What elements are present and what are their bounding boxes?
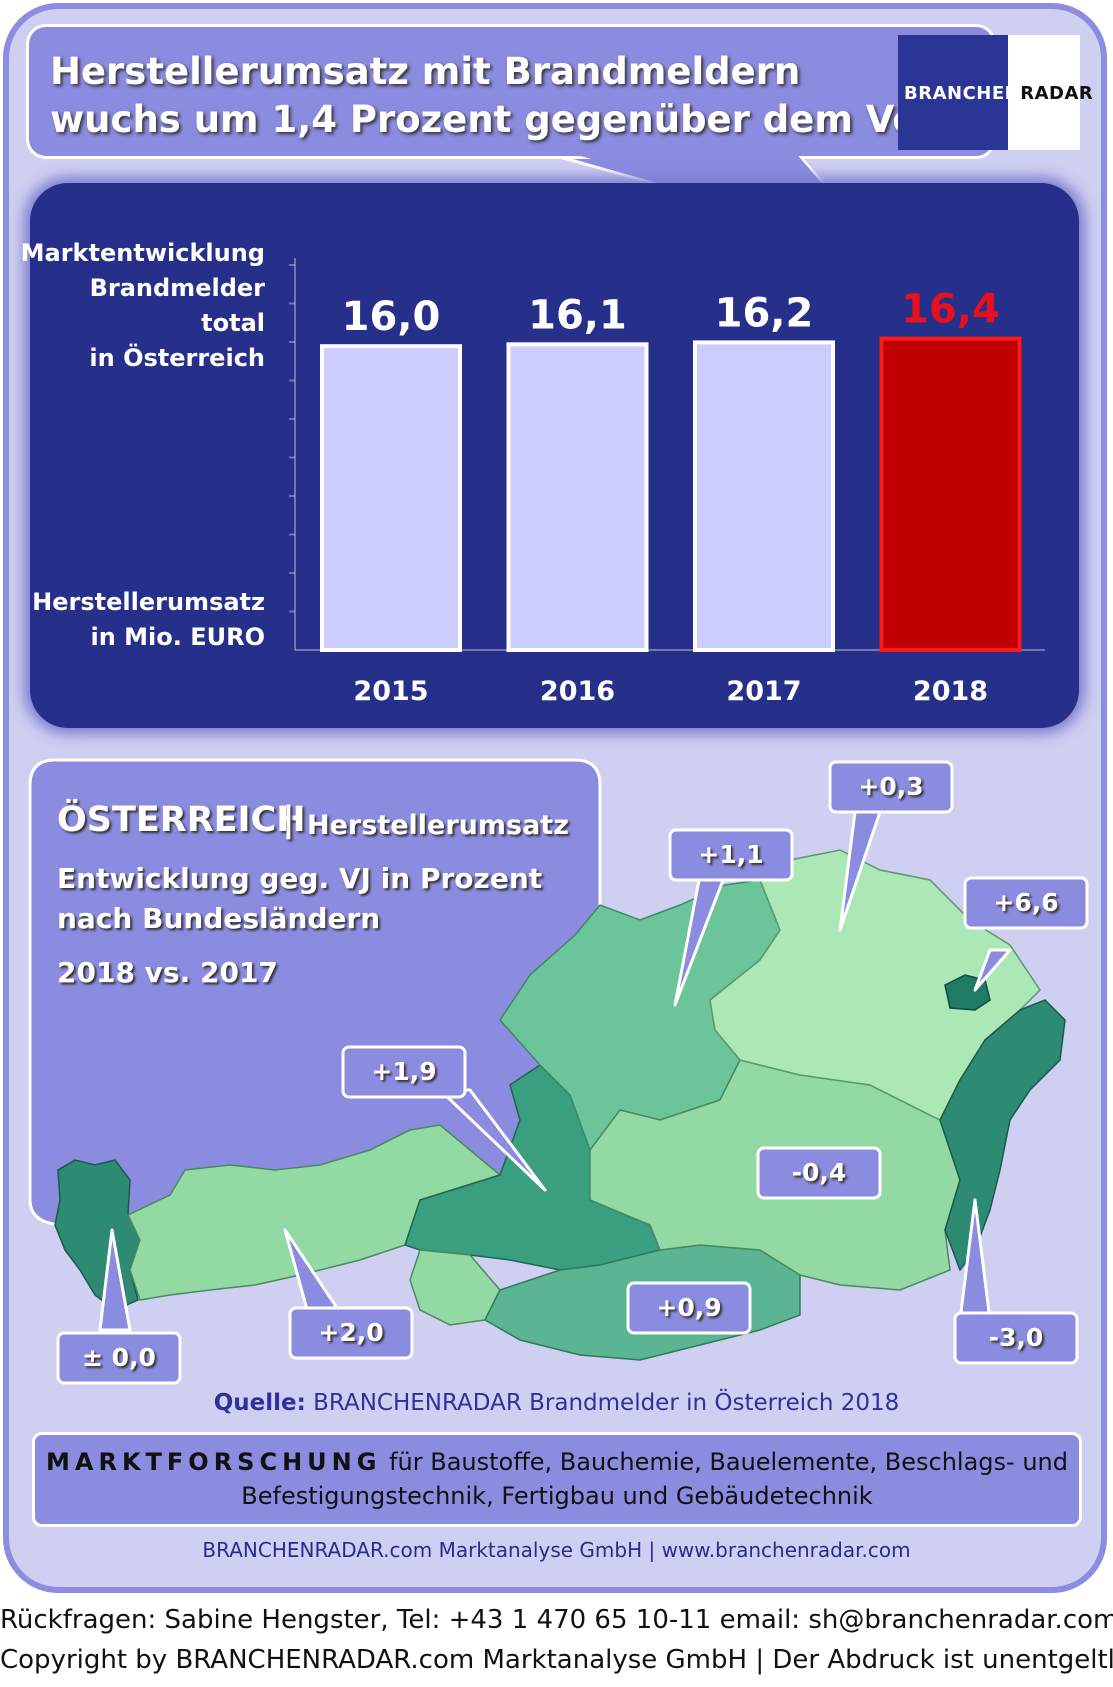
callout-box-burgenland (953, 1311, 1079, 1365)
map-heading-separator: | (282, 800, 295, 840)
callout-salzburg: +1,9 (371, 1057, 437, 1086)
bars-group: 16,0 2015 16,1 2016 16,2 2017 16,4 2018 (320, 287, 1022, 707)
marktforschung-line2: Befestigungstechnik, Fertigbau und Gebäu… (241, 1482, 873, 1510)
ylabel-top-2: Brandmelder (89, 274, 265, 302)
state-osttirol (409, 1249, 501, 1326)
ylabel-bottom-1: Herstellerumsatz (32, 588, 265, 616)
map-subtitle-line2: nach Bundesländern (57, 902, 381, 935)
source-label: Quelle: (213, 1390, 306, 1416)
bar-chart: 16,0 2015 16,1 2016 16,2 2017 16,4 2018 (289, 258, 1045, 707)
callout-oberoesterreich: +1,1 (698, 840, 764, 869)
map-heading-sub: Herstellerumsatz (307, 810, 569, 841)
ylabel-top-3: total (201, 309, 265, 337)
callout-box-salzburg (341, 1045, 467, 1099)
callout-box-steiermark (756, 1146, 882, 1200)
bar-2015 (320, 344, 462, 652)
callout-box-oberoesterreich (668, 828, 794, 882)
logo-text-radar: RADAR (1020, 83, 1094, 104)
callout-boxes (56, 760, 1089, 1385)
map-section (28, 758, 1089, 1385)
state-burgenland (939, 999, 1066, 1272)
callout-steiermark: -0,4 (791, 1158, 847, 1187)
marktforschung-line1: für Baustoffe, Bauchemie, Bauelemente, B… (381, 1448, 1068, 1476)
bar-2016 (506, 342, 649, 652)
title-line-2: wuchs um 1,4 Prozent gegenüber dem Vorja… (50, 98, 1019, 141)
contact-line: Rückfragen: Sabine Hengster, Tel: +43 1 … (0, 1605, 1113, 1635)
category-label-2017: 2017 (726, 676, 801, 707)
bar-2018 (879, 336, 1022, 652)
callout-box-wien (963, 876, 1089, 930)
callout-kaernten: +0,9 (656, 1293, 722, 1322)
value-label-2015: 16,0 (342, 294, 441, 340)
bar-2017 (693, 340, 835, 652)
callout-box-vorarlberg (56, 1331, 182, 1385)
callout-box-kaernten (626, 1281, 752, 1335)
company-line: BRANCHENRADAR.com Marktanalyse GmbH | ww… (202, 1538, 911, 1562)
callout-vorarlberg: ± 0,0 (82, 1343, 156, 1372)
callout-box-tirol (288, 1306, 414, 1360)
ylabel-top-4: in Österreich (89, 344, 265, 372)
y-axis-ticks (289, 264, 295, 613)
copyright-line: Copyright by BRANCHENRADAR.com Marktanal… (0, 1645, 1113, 1675)
state-vorarlberg (54, 1159, 141, 1311)
map-heading-main: ÖSTERREICH (57, 800, 306, 840)
value-label-2018: 16,4 (901, 287, 1000, 333)
callout-tirol: +2,0 (318, 1318, 384, 1347)
value-label-2017: 16,2 (715, 290, 814, 336)
marktforschung-box: MARKTFORSCHUNG für Baustoffe, Bauchemie,… (32, 1432, 1082, 1527)
category-label-2016: 2016 (540, 676, 615, 707)
logo-blue-block (898, 35, 1008, 150)
category-label-2018: 2018 (913, 676, 988, 707)
ylabel-top-1: Marktentwicklung (20, 239, 265, 267)
logo-text: BRANCHENRADAR (904, 83, 1093, 104)
marktforschung-label: MARKTFORSCHUNG (46, 1448, 382, 1476)
logo-text-branchen: BRANCHEN (904, 83, 1021, 104)
map-heading-bubble (28, 758, 602, 1242)
source-line: Quelle: BRANCHENRADAR Brandmelder in Öst… (0, 1390, 1113, 1416)
callout-wien: +6,6 (993, 888, 1059, 917)
title-line-1: Herstellerumsatz mit Brandmeldern (50, 50, 801, 93)
value-label-2016: 16,1 (528, 292, 627, 338)
title-bubble (26, 24, 996, 159)
callout-niederoesterreich: +0,3 (858, 772, 924, 801)
callout-box-niederoesterreich (828, 760, 954, 814)
category-label-2015: 2015 (353, 676, 428, 707)
map-subtitle-line1: Entwicklung geg. VJ in Prozent (57, 862, 543, 895)
ylabel-bottom-2: in Mio. EURO (90, 623, 265, 651)
branchenradar-logo: BRANCHENRADAR (898, 35, 1093, 150)
map-period: 2018 vs. 2017 (57, 956, 278, 989)
callout-burgenland: -3,0 (988, 1323, 1044, 1352)
source-text: BRANCHENRADAR Brandmelder in Österreich … (305, 1390, 900, 1416)
